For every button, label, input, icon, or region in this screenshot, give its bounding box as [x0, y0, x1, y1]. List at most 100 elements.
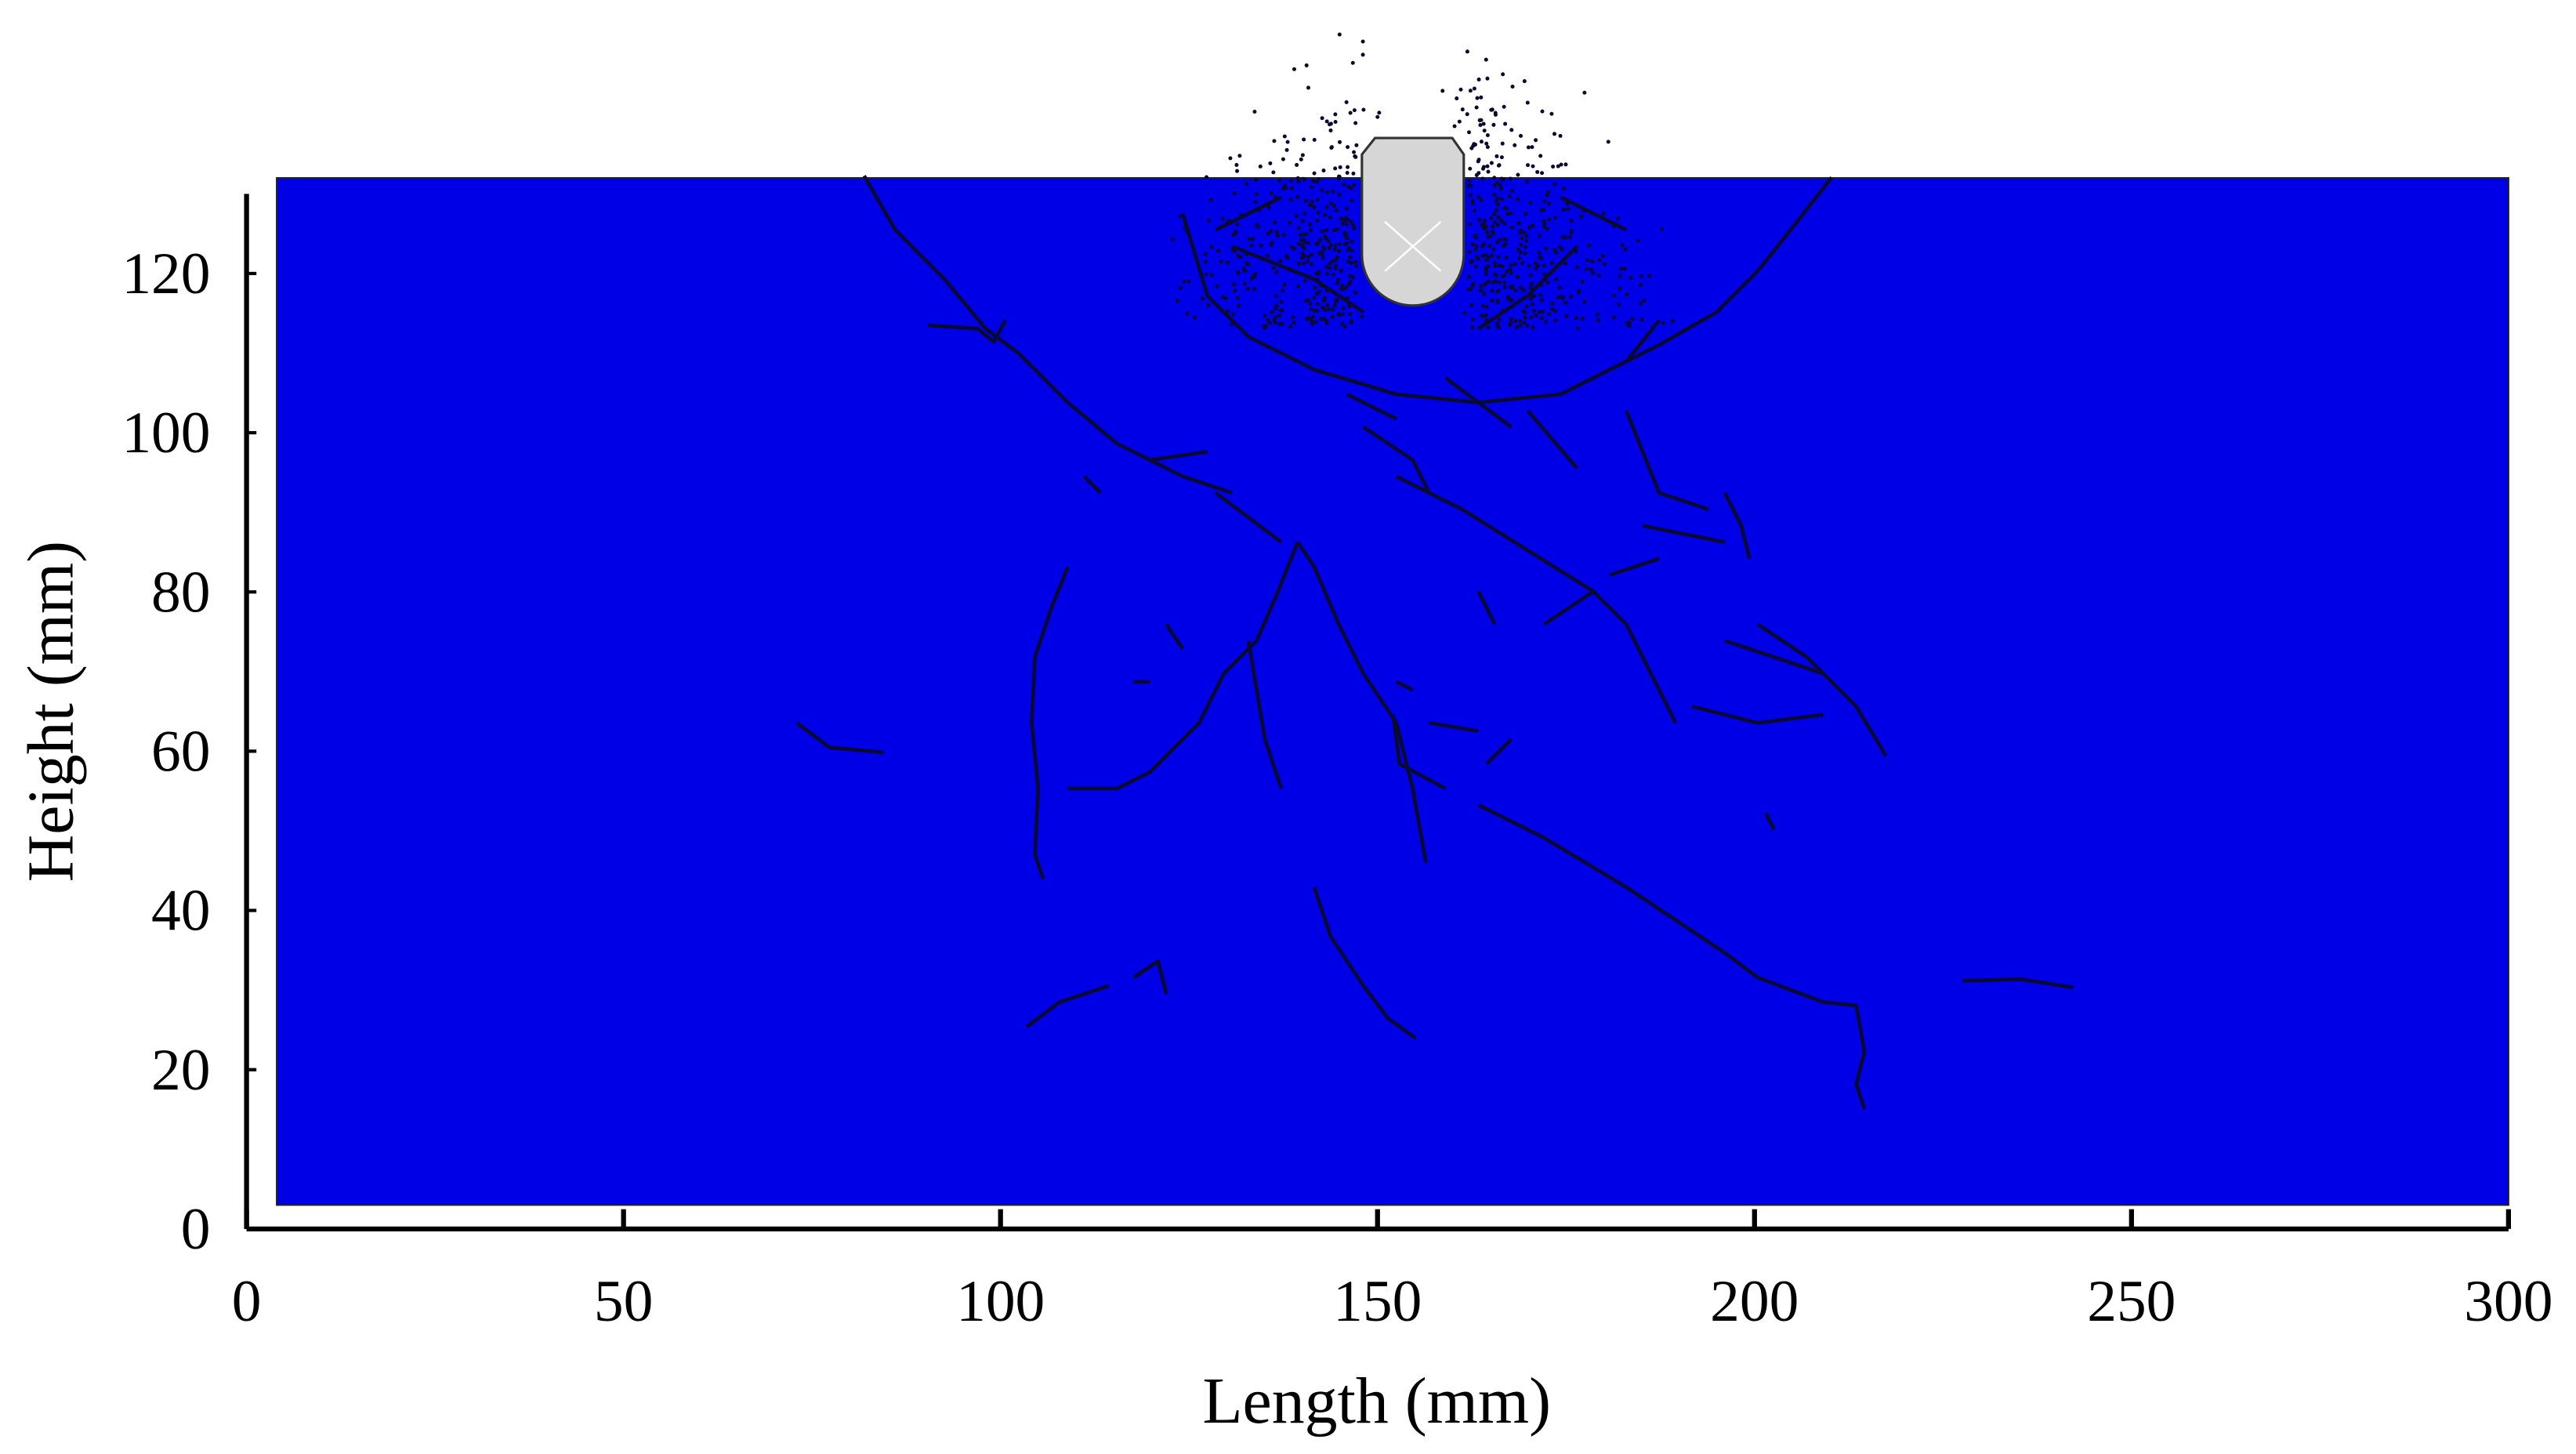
particle	[1524, 238, 1529, 243]
crack	[1395, 474, 1678, 724]
particle	[1288, 198, 1293, 202]
particle	[1252, 286, 1257, 291]
particle	[1468, 166, 1473, 171]
particle	[1306, 241, 1311, 245]
particle	[1545, 281, 1550, 285]
crack	[1296, 541, 1428, 863]
particle	[1484, 258, 1489, 263]
particle	[1534, 313, 1538, 317]
particle	[1542, 263, 1546, 268]
particle	[1499, 197, 1504, 201]
particle	[1639, 283, 1643, 288]
particle	[1259, 256, 1263, 260]
particle	[1502, 221, 1507, 226]
particle	[1497, 280, 1502, 285]
particle	[1627, 324, 1632, 328]
particle	[1474, 105, 1479, 110]
particle	[1475, 96, 1480, 100]
particle	[1508, 176, 1513, 181]
particle	[1495, 273, 1499, 278]
particle	[1333, 244, 1338, 248]
particle	[1219, 259, 1223, 264]
particle	[1465, 112, 1469, 117]
particle	[1313, 285, 1317, 290]
particle	[1467, 249, 1472, 254]
particle	[1170, 237, 1175, 241]
particle	[1531, 223, 1535, 228]
particle	[1623, 247, 1628, 252]
particle	[1327, 245, 1331, 250]
particle	[1528, 201, 1533, 205]
particle	[1532, 309, 1537, 314]
particle	[1489, 161, 1494, 165]
particle	[1271, 266, 1276, 270]
particle	[1353, 259, 1358, 264]
particle	[1353, 290, 1358, 295]
particle	[1495, 202, 1500, 207]
particle	[1534, 138, 1538, 143]
particle	[1505, 269, 1509, 274]
particle	[1563, 162, 1568, 167]
particle	[1310, 262, 1314, 267]
particle	[1509, 320, 1513, 325]
particle	[1513, 143, 1517, 147]
particle	[1347, 246, 1352, 251]
particle	[1476, 158, 1481, 162]
particle	[1538, 256, 1542, 260]
particle	[1315, 198, 1320, 202]
crack	[1346, 376, 1579, 494]
crack	[1246, 640, 1284, 789]
particle	[1567, 235, 1572, 240]
particle	[1304, 63, 1309, 67]
particle	[1473, 208, 1477, 213]
particle	[1353, 121, 1358, 125]
particle	[1526, 163, 1531, 168]
particle	[1618, 286, 1622, 291]
particle	[1495, 197, 1500, 201]
particle	[1237, 154, 1242, 158]
particle	[1301, 261, 1306, 266]
particle	[1540, 109, 1545, 114]
particle	[1553, 318, 1558, 323]
particle	[1617, 303, 1621, 307]
particle	[1480, 314, 1484, 318]
particle	[1495, 223, 1500, 227]
particle	[1352, 226, 1357, 230]
particle	[1502, 205, 1507, 210]
particle	[1226, 260, 1230, 265]
particle	[1478, 325, 1483, 330]
particle	[1509, 317, 1513, 321]
particle	[1557, 245, 1562, 249]
particle	[1469, 260, 1473, 265]
particle	[1275, 234, 1281, 238]
particle	[1476, 194, 1481, 199]
crack	[1723, 491, 1888, 757]
particle	[1620, 243, 1625, 248]
particle	[1350, 248, 1354, 253]
crack	[1625, 410, 1726, 544]
particle	[1500, 177, 1505, 182]
axes: 0 50 100 150 200 250 300 0 20 40 60 80 100 120	[121, 194, 2552, 1334]
particle	[1346, 165, 1350, 169]
particle	[1534, 267, 1538, 271]
particle	[1469, 183, 1473, 188]
particle	[1474, 172, 1479, 177]
particle	[1530, 302, 1534, 306]
particle	[1273, 321, 1277, 325]
y-tick-label: 80	[151, 560, 210, 625]
particle	[1243, 281, 1248, 286]
particle	[1575, 326, 1580, 331]
particle	[1323, 296, 1328, 300]
particle	[1239, 213, 1244, 218]
particle	[1519, 243, 1523, 248]
particle	[1187, 279, 1191, 284]
particle	[1574, 249, 1578, 254]
particle	[1344, 100, 1349, 104]
particle	[1495, 321, 1500, 326]
particle	[1335, 281, 1340, 285]
particle	[1616, 216, 1621, 221]
particle	[1495, 154, 1499, 158]
particle	[1257, 208, 1262, 213]
particle	[1495, 180, 1499, 185]
